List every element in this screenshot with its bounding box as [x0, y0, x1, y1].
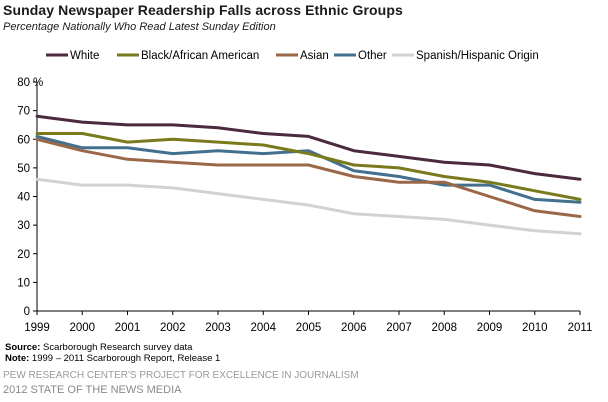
- y-tick-label: 60: [17, 134, 30, 146]
- x-tick-label: 2005: [296, 322, 322, 334]
- org-line-2: 2012 STATE OF THE NEWS MEDIA: [3, 384, 182, 396]
- x-axis: 1999 2000 2001 2002 2003 2004 2005 2006 2007 2008…: [24, 310, 593, 334]
- y-tick-label: 30: [17, 220, 30, 232]
- x-tick-label: 2010: [522, 322, 548, 334]
- y-tick-label: 50: [17, 163, 30, 175]
- legend: White Black/African American Asian Other Spa…: [46, 50, 539, 62]
- y-unit-label: %: [33, 77, 43, 89]
- x-tick-label: 2001: [115, 322, 141, 334]
- chart-subtitle: Percentage Nationally Who Read Latest Su…: [3, 21, 276, 33]
- x-tick-label: 2009: [477, 322, 503, 334]
- legend-label: Black/African American: [141, 50, 259, 62]
- org-line: PEW RESEARCH CENTER'S PROJECT FOR EXCELL…: [3, 370, 359, 381]
- y-tick-label: 10: [17, 277, 30, 289]
- x-tick-label: 2002: [160, 322, 186, 334]
- source-text: Scarborough Research survey data: [43, 342, 193, 353]
- x-tick-label: 2004: [250, 322, 276, 334]
- y-tick-label: 80: [17, 77, 30, 89]
- chart-title: Sunday Newspaper Readership Falls across…: [3, 2, 403, 18]
- x-tick-label: 2000: [69, 322, 95, 334]
- series-line-white: [35, 114, 582, 181]
- series-line-black-african-american: [35, 132, 582, 201]
- legend-label: White: [70, 50, 99, 62]
- legend-label: Other: [358, 50, 387, 62]
- series-line-spanish-hispanic-origin: [35, 177, 582, 236]
- x-tick-label: 1999: [24, 322, 50, 334]
- x-tick-label: 2011: [568, 322, 593, 334]
- legend-label: Asian: [300, 50, 329, 62]
- x-tick-label: 2006: [341, 322, 367, 334]
- y-axis: 0 10 20 30 40 50 60 70 80%: [17, 77, 43, 318]
- legend-label: Spanish/Hispanic Origin: [416, 50, 539, 62]
- source-label: Source:: [5, 342, 41, 353]
- x-tick-label: 2003: [205, 322, 231, 334]
- x-tick-label: 2008: [431, 322, 457, 334]
- series-lines: [35, 114, 582, 236]
- source-note: Source: Scarborough Research survey data: [5, 342, 192, 353]
- y-tick-label: 40: [17, 192, 30, 204]
- x-tick-label: 2007: [386, 322, 412, 334]
- y-tick-label: 0: [24, 306, 30, 318]
- note-label: Note:: [5, 353, 30, 364]
- y-tick-label: 20: [17, 249, 30, 261]
- series-line-other: [35, 134, 582, 204]
- series-line-asian: [35, 137, 582, 218]
- note-text: 1999 – 2011 Scarborough Report, Release …: [31, 353, 221, 364]
- y-tick-label: 70: [17, 106, 30, 118]
- note-line: Note: 1999 – 2011 Scarborough Report, Re…: [5, 353, 220, 364]
